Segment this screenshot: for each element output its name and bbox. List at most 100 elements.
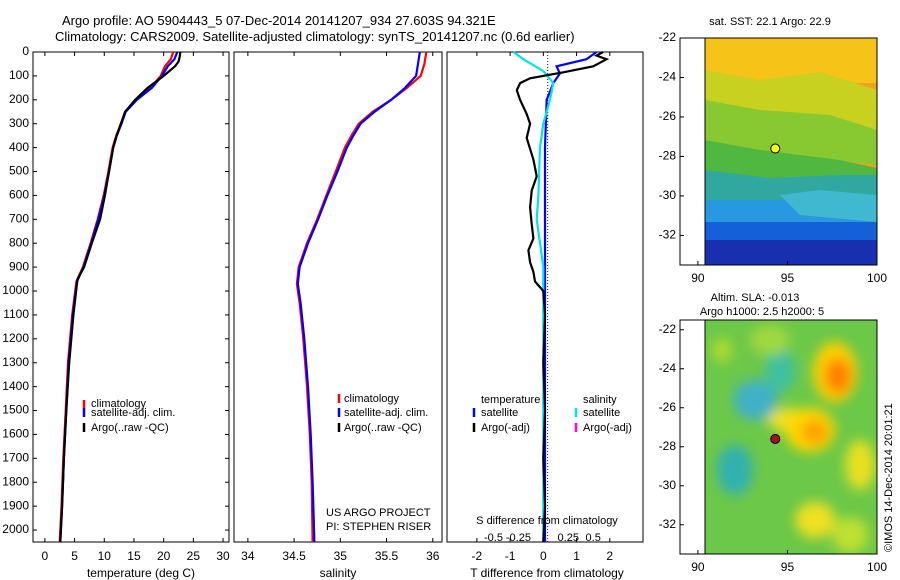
sst-xtick-label-2: 100	[867, 271, 887, 285]
temperature-xlabel: temperature (deg C)	[87, 566, 195, 580]
difference-xtick-label-3: 1	[573, 549, 580, 563]
depth-tick-label-13: 1300	[2, 355, 29, 369]
depth-tick-label-20: 2000	[2, 522, 29, 536]
depth-tick-label-9: 900	[9, 259, 29, 273]
depth-tick-label-15: 1500	[2, 403, 29, 417]
t-difference-xlabel: T difference from climatology	[470, 566, 624, 580]
depth-tick-label-17: 1700	[2, 451, 29, 465]
depth-tick-label-14: 1400	[2, 379, 29, 393]
pi-credit: PI: STEPHEN RISER	[326, 521, 431, 533]
s-tick-label-1: -0.25	[506, 532, 531, 544]
depth-tick-label-1: 100	[9, 68, 29, 82]
sla-xtick-label-0: 90	[691, 560, 705, 574]
legend-satellite-adj-2: satellite-adj. clim.	[344, 407, 428, 419]
difference-xtick-label-1: -1	[505, 549, 516, 563]
difference-panel: -2 -1 0 1 2 -0.5 -0.25 0.25 0.5 S difference fr…	[446, 51, 644, 580]
difference-xtick-label-4: 2	[606, 549, 613, 563]
sla-heatmap	[705, 320, 877, 554]
depth-tick-label-0: 0	[22, 44, 29, 58]
legend-argo: Argo(..raw -QC)	[91, 422, 169, 434]
sla-ytick-label-1: -24	[659, 361, 677, 375]
difference-series-2	[515, 51, 610, 543]
sst-argo-location-marker	[770, 143, 781, 154]
depth-tick-label-18: 1800	[2, 474, 29, 488]
depth-tick-label-2: 200	[9, 92, 29, 106]
s-tick-label-2: 0.25	[558, 532, 579, 544]
sla-ytick-label-2: -26	[659, 400, 677, 414]
sst-xtick-label-1: 95	[781, 271, 795, 285]
s-difference-label: S difference from climatology	[476, 515, 618, 527]
sst-map-panel: sat. SST: 22.1 Argo: 22.9 90 95 100 -22 -24…	[659, 16, 888, 285]
depth-tick-label-19: 1900	[2, 498, 29, 512]
depth-tick-label-12: 1200	[2, 331, 29, 345]
sst-ytick-label-5: -32	[659, 228, 677, 242]
sla-xtick-label-1: 95	[781, 560, 795, 574]
sst-ytick-label-4: -30	[659, 188, 677, 202]
sst-xtick-label-0: 90	[691, 271, 705, 285]
sst-ytick-label-3: -28	[659, 149, 677, 163]
salinity-xtick-label-2: 35	[334, 549, 348, 563]
sst-ytick-label-0: -22	[659, 30, 677, 44]
legend-s-argo: Argo(-adj)	[583, 422, 632, 434]
temperature-xtick-label-4: 20	[157, 549, 171, 563]
legend-climatology: climatology	[91, 398, 147, 410]
salinity-xtick-label-1: 34.5	[282, 549, 306, 563]
depth-tick-label-6: 600	[9, 188, 29, 202]
legend-title-salinity: salinity	[583, 394, 617, 406]
legend-title-temperature: temperature	[481, 394, 540, 406]
legend-climatology-2: climatology	[344, 393, 400, 405]
s-tick-label-3: 0.5	[586, 532, 601, 544]
depth-tick-label-7: 700	[9, 211, 29, 225]
sla-map-subtitle: Argo h1000: 2.5 h2000: 5	[700, 306, 824, 318]
temperature-axes-frame	[32, 51, 230, 543]
salinity-xtick-label-3: 35.5	[375, 549, 399, 563]
sla-ytick-label-3: -28	[659, 439, 677, 453]
temperature-xtick-label-5: 25	[187, 549, 201, 563]
temperature-panel: 0100200300400500600700800900100011001200…	[2, 44, 643, 580]
s-tick-label-0: -0.5	[484, 532, 503, 544]
legend-satellite-adj: satellite-adj. clim.	[91, 407, 175, 419]
temperature-xtick-label-2: 10	[98, 549, 112, 563]
difference-legend: temperature salinity satellite Argo(-adj…	[472, 394, 632, 434]
legend-s-satellite: satellite	[583, 407, 620, 419]
salinity-axes-frame	[233, 51, 443, 543]
salinity-legend: climatology satellite-adj. clim. Argo(..…	[337, 393, 428, 434]
salinity-xlabel: salinity	[320, 566, 357, 580]
sla-ytick-label-4: -30	[659, 478, 677, 492]
legend-t-argo: Argo(-adj)	[481, 422, 530, 434]
title-line-1: Argo profile: AO 5904443_5 07-Dec-2014 2…	[62, 13, 496, 28]
sla-argo-location-marker	[770, 433, 781, 444]
temperature-xtick-label-0: 0	[42, 549, 49, 563]
sst-map-title: sat. SST: 22.1 Argo: 22.9	[709, 16, 831, 28]
depth-tick-label-11: 1100	[3, 307, 29, 321]
depth-tick-label-4: 400	[9, 140, 29, 154]
sst-heatmap	[705, 38, 877, 265]
difference-xtick-label-0: -2	[472, 549, 483, 563]
imos-credit: ©IMOS 14-Dec-2014 20:01:21	[883, 403, 895, 552]
depth-tick-label-8: 800	[9, 235, 29, 249]
legend-t-satellite: satellite	[481, 407, 518, 419]
salinity-panel: 34 34.5 35 35.5 36 salinity climatology sate…	[233, 51, 443, 580]
sla-map-title: Altim. SLA: -0.013	[711, 292, 800, 304]
difference-series-1	[512, 51, 555, 542]
depth-tick-label-3: 300	[9, 116, 29, 130]
legend-argo-2: Argo(..raw -QC)	[344, 422, 422, 434]
depth-tick-label-5: 500	[9, 164, 29, 178]
project-credit: US ARGO PROJECT	[326, 507, 431, 519]
salinity-xtick-label-0: 34	[241, 549, 255, 563]
temperature-xtick-label-3: 15	[127, 549, 141, 563]
difference-series-0	[543, 51, 598, 542]
sla-ytick-label-0: -22	[659, 322, 677, 336]
temperature-xtick-label-1: 5	[71, 549, 78, 563]
sst-ytick-label-1: -24	[659, 70, 677, 84]
depth-tick-label-10: 1000	[2, 283, 29, 297]
temperature-legend: climatology satellite-adj. clim. Argo(..…	[82, 398, 175, 434]
depth-tick-label-16: 1600	[2, 427, 29, 441]
sla-xtick-label-2: 100	[867, 560, 887, 574]
temperature-series-2	[59, 51, 182, 543]
sst-ytick-label-2: -26	[659, 109, 677, 123]
title-line-2: Climatology: CARS2009. Satellite-adjuste…	[55, 29, 575, 44]
salinity-xtick-label-4: 36	[426, 549, 440, 563]
temperature-xtick-label-6: 30	[216, 549, 230, 563]
